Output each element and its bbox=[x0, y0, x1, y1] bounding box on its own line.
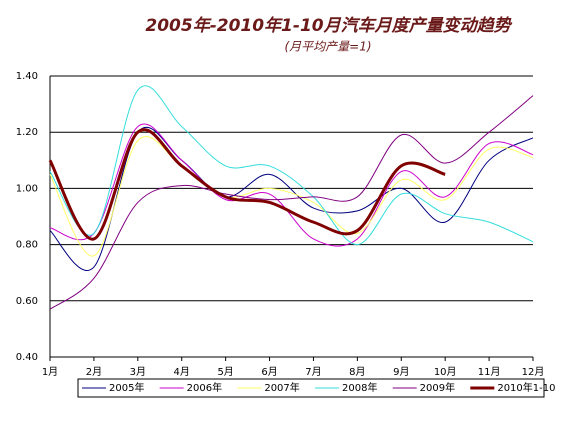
y-tick-label: 1.40 bbox=[16, 71, 38, 82]
series-line bbox=[49, 123, 534, 247]
x-tick-label: 10月 bbox=[434, 366, 457, 378]
x-tick-label: 4月 bbox=[174, 366, 190, 378]
y-tick-label: 0.40 bbox=[16, 352, 38, 363]
legend-label: 2009年 bbox=[420, 381, 455, 394]
legend-box bbox=[77, 378, 545, 398]
x-tick-label: 5月 bbox=[217, 366, 233, 378]
x-tick-label: 7月 bbox=[305, 366, 321, 378]
series-line bbox=[48, 128, 446, 241]
y-tick-label: 0.60 bbox=[16, 296, 38, 307]
x-tick-label: 12月 bbox=[522, 366, 545, 378]
x-tick-label: 3月 bbox=[130, 366, 146, 378]
chart-subtitle: (月平均产量=1) bbox=[284, 40, 371, 54]
legend-label: 2007年 bbox=[264, 381, 299, 394]
x-tick-label: 2月 bbox=[86, 366, 102, 378]
y-tick-label: 1.00 bbox=[16, 183, 38, 194]
x-tick-label: 11月 bbox=[478, 366, 501, 378]
series-line bbox=[49, 126, 534, 271]
x-tick-label: 6月 bbox=[261, 366, 277, 378]
x-tick-label: 8月 bbox=[349, 366, 365, 378]
series-line bbox=[49, 136, 534, 257]
legend-label: 2008年 bbox=[342, 381, 377, 394]
y-tick-label: 1.20 bbox=[16, 127, 38, 138]
chart-title: 2005年-2010年1-10月汽车月度产量变动趋势 bbox=[145, 16, 512, 36]
y-tick-label: 0.80 bbox=[16, 240, 38, 251]
legend-label: 2005年 bbox=[109, 381, 144, 394]
series-line bbox=[49, 85, 534, 246]
series-line bbox=[49, 95, 534, 310]
x-tick-label: 9月 bbox=[393, 366, 409, 378]
legend-label: 2010年1-10 bbox=[497, 381, 555, 394]
legend-label: 2006年 bbox=[187, 381, 222, 394]
x-tick-label: 1月 bbox=[42, 366, 58, 378]
